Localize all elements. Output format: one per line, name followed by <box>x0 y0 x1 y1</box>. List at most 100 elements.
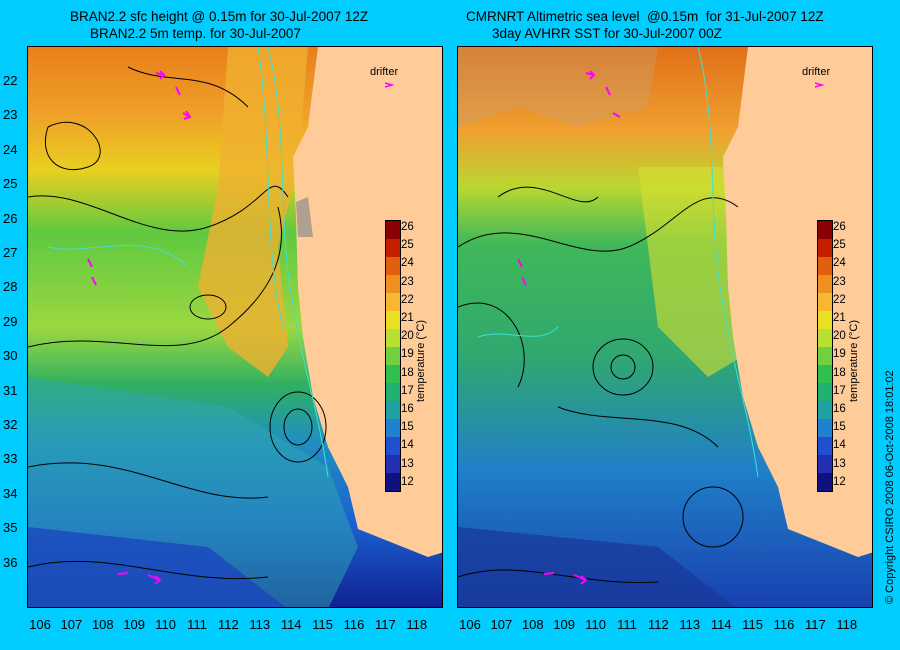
colorbar-tick: 20 <box>401 330 414 343</box>
colorbar-swatch <box>386 473 400 491</box>
latitude-tick: 24 <box>3 141 18 157</box>
colorbar-swatch <box>386 275 400 293</box>
longitude-tick: 114 <box>280 617 302 632</box>
colorbar-tick: 25 <box>833 239 846 252</box>
longitude-tick: 113 <box>679 617 701 632</box>
longitude-tick: 115 <box>312 617 333 632</box>
longitude-tick: 107 <box>490 617 513 632</box>
longitude-tick: 113 <box>249 617 271 632</box>
colorbar-swatch <box>386 365 400 383</box>
latitude-tick: 25 <box>3 176 18 192</box>
left-title-line1: BRAN2.2 sfc height @ 0.15m for 30-Jul-20… <box>70 9 369 24</box>
colorbar-swatch <box>386 383 400 401</box>
colorbar-swatch <box>386 347 400 365</box>
right-map-panel <box>457 46 873 608</box>
latitude-tick: 30 <box>3 348 18 364</box>
colorbar-tick: 14 <box>401 439 414 452</box>
colorbar-swatch <box>386 401 400 419</box>
longitude-tick: 118 <box>406 617 428 632</box>
longitude-tick: 116 <box>343 617 365 632</box>
colorbar-swatch <box>818 311 832 329</box>
colorbar-tick: 13 <box>401 457 414 470</box>
colorbar-tick: 12 <box>833 475 846 488</box>
colorbar-swatch <box>818 239 832 257</box>
colorbar-tick: 26 <box>833 221 846 233</box>
latitude-tick: 28 <box>3 279 18 295</box>
colorbar-swatch <box>818 437 832 455</box>
longitude-tick: 117 <box>805 617 826 632</box>
colorbar-right <box>817 220 833 492</box>
colorbar-tick: 16 <box>401 403 414 415</box>
colorbar-tick: 17 <box>833 384 846 397</box>
colorbar-swatch <box>386 329 400 347</box>
latitude-tick: 26 <box>3 210 18 226</box>
right-drifter-label: drifter <box>802 66 831 78</box>
colorbar-tick: 20 <box>833 330 846 343</box>
colorbar-tick: 18 <box>401 366 414 379</box>
latitude-tick: 34 <box>3 485 18 501</box>
longitude-tick: 114 <box>710 617 732 632</box>
longitude-tick: 117 <box>375 617 396 632</box>
colorbar-swatch <box>386 437 400 455</box>
colorbar-tick: 17 <box>401 384 414 397</box>
longitude-tick: 111 <box>617 617 637 632</box>
colorbar-label-left: temperature (°C) <box>415 319 427 402</box>
colorbar-tick: 26 <box>401 221 414 233</box>
colorbar-label-right: temperature (°C) <box>848 319 860 402</box>
longitude-tick: 110 <box>155 617 176 632</box>
longitude-tick: 107 <box>60 617 83 632</box>
longitude-tick: 115 <box>742 617 763 632</box>
right-map-svg <box>458 47 872 607</box>
colorbar-tick: 19 <box>401 348 414 361</box>
colorbar-swatch <box>818 347 832 365</box>
colorbar-swatch <box>386 419 400 437</box>
latitude-tick: 23 <box>3 107 18 123</box>
colorbar-tick: 23 <box>401 275 414 288</box>
longitude-tick: 108 <box>521 617 544 632</box>
colorbar-tick: 15 <box>401 421 414 434</box>
longitude-tick: 112 <box>648 617 669 632</box>
colorbar-tick: 12 <box>401 475 414 488</box>
colorbar-swatch <box>818 329 832 347</box>
latitude-tick: 33 <box>3 451 18 467</box>
colorbar-left <box>385 220 401 492</box>
left-map-panel <box>27 46 443 608</box>
colorbar-swatch <box>386 455 400 473</box>
latitude-tick: 35 <box>3 520 18 536</box>
colorbar-tick: 22 <box>401 293 414 306</box>
longitude-tick: 106 <box>29 617 51 632</box>
longitude-tick: 106 <box>459 617 481 632</box>
colorbar-tick: 21 <box>401 312 414 324</box>
latitude-tick: 31 <box>3 382 18 398</box>
longitude-tick: 109 <box>553 617 576 632</box>
right-title-line1: CMRNRT Altimetric sea level @0.15m for 3… <box>466 9 824 24</box>
colorbar-swatch <box>818 401 832 419</box>
latitude-tick: 22 <box>3 73 18 88</box>
longitude-tick: 111 <box>187 617 207 632</box>
colorbar-tick: 14 <box>833 439 846 452</box>
colorbar-swatch <box>386 293 400 311</box>
colorbar-swatch <box>386 311 400 329</box>
colorbar-tick: 18 <box>833 366 846 379</box>
left-title-line2: BRAN2.2 5m temp. for 30-Jul-2007 <box>90 26 301 41</box>
land-mass <box>293 47 442 557</box>
colorbar-tick: 23 <box>833 275 846 288</box>
longitude-tick: 112 <box>218 617 239 632</box>
latitude-tick: 36 <box>3 554 18 570</box>
colorbar-swatch <box>818 221 832 239</box>
colorbar-tick: 15 <box>833 421 846 434</box>
colorbar-tick: 22 <box>833 293 846 306</box>
colorbar-swatch <box>818 257 832 275</box>
copyright-text: © Copyright CSIRO 2008 06-Oct-2008 18:01… <box>884 370 896 604</box>
colorbar-tick: 13 <box>833 457 846 470</box>
colorbar-swatch <box>818 275 832 293</box>
latitude-tick: 27 <box>3 245 18 260</box>
colorbar-swatch <box>386 221 400 239</box>
colorbar-tick: 19 <box>833 348 846 361</box>
colorbar-swatch <box>818 455 832 473</box>
left-drifter-label: drifter <box>370 66 399 78</box>
colorbar-tick: 24 <box>401 257 414 270</box>
right-title-line2: 3day AVHRR SST for 30-Jul-2007 00Z <box>492 26 722 41</box>
colorbar-swatch <box>386 257 400 275</box>
colorbar-swatch <box>818 419 832 437</box>
